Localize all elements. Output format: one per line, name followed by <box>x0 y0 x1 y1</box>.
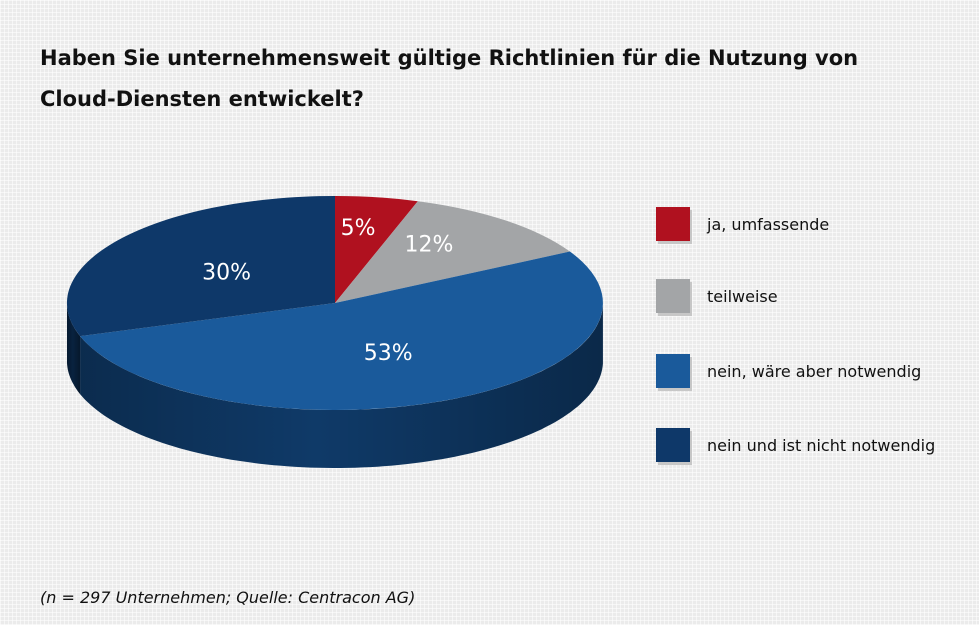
legend-label-nein-und-ist-nicht-notwendig: nein und ist nicht notwendig <box>707 436 936 455</box>
pie-label-nein-waere-aber-notwendig: 53% <box>364 341 413 366</box>
chart-title: Haben Sie unternehmensweit gültige Richt… <box>40 38 940 120</box>
pie-side-shade-nein-und-ist-nicht-notwendig <box>67 303 81 395</box>
legend-swatch-teilweise <box>656 279 690 313</box>
legend-item-ja-umfassende: ja, umfassende <box>656 207 976 245</box>
legend-label-nein-waere-aber-notwendig: nein, wäre aber notwendig <box>707 362 922 381</box>
pie-label-teilweise: 12% <box>405 233 454 258</box>
legend-swatch-nein-waere-aber-notwendig <box>656 354 690 388</box>
pie-label-ja-umfassende: 5% <box>341 216 376 241</box>
pie-slice-teilweise <box>335 201 570 303</box>
legend-item-nein-waere-aber-notwendig: nein, wäre aber notwendig <box>656 354 976 392</box>
pie-slice-ja-umfassende <box>335 195 418 303</box>
legend-item-nein-und-ist-nicht-notwendig: nein und ist nicht notwendig <box>656 428 976 466</box>
source-note: (n = 297 Unternehmen; Quelle: Centracon … <box>40 588 416 607</box>
legend-label-teilweise: teilweise <box>707 287 778 306</box>
pie-side-shade-nein-waere-aber-notwendig <box>80 305 603 468</box>
legend-item-teilweise: teilweise <box>656 279 976 317</box>
pie-slice-nein-waere-aber-notwendig <box>80 251 603 410</box>
pie-tops <box>66 195 603 410</box>
chart-title-line-1: Haben Sie unternehmensweit gültige Richt… <box>40 46 859 70</box>
pie-slice-nein-und-ist-nicht-notwendig <box>66 195 336 337</box>
pie-label-nein-und-ist-nicht-notwendig: 30% <box>202 261 251 286</box>
chart-title-line-2: Cloud-Diensten entwickelt? <box>40 87 364 111</box>
legend-label-ja-umfassende: ja, umfassende <box>707 215 830 234</box>
legend-swatch-nein-und-ist-nicht-notwendig <box>656 428 690 462</box>
pie-labels: 5% 12% 53% 30% <box>202 216 453 366</box>
pie-sides <box>67 303 603 468</box>
legend-swatch-ja-umfassende <box>656 207 690 241</box>
